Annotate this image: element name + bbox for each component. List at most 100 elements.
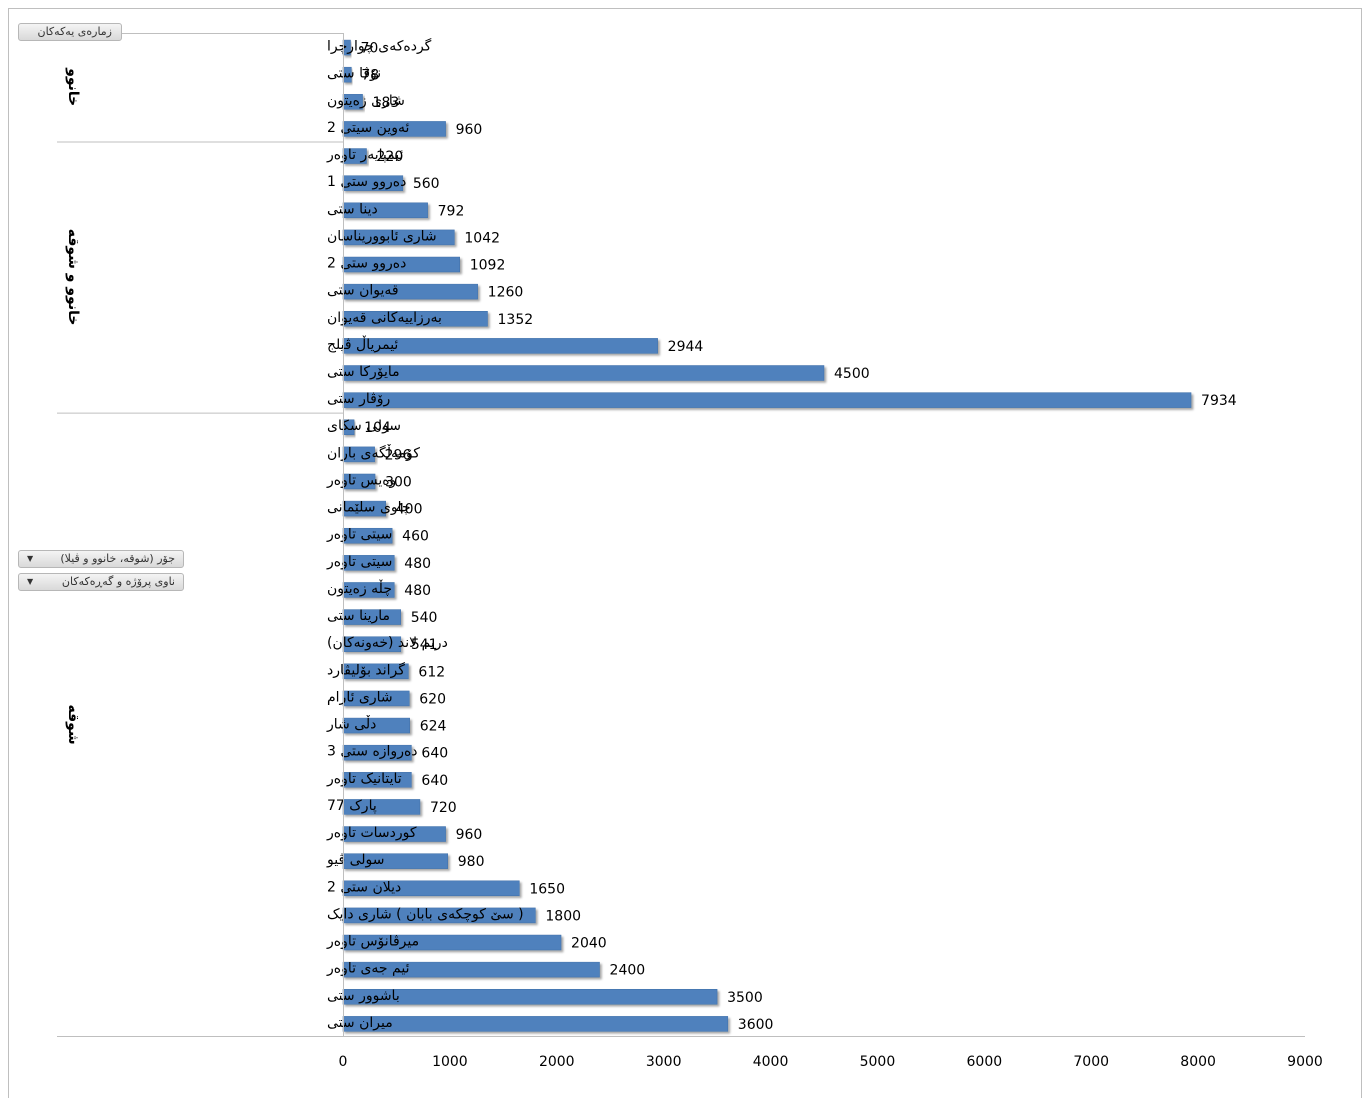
category-label: گردەکەی چوارچرا	[327, 38, 432, 55]
category-label: وەیس تاوەر	[326, 472, 396, 488]
data-label: 1042	[464, 230, 500, 246]
data-label: 1800	[545, 908, 581, 924]
bar	[342, 1016, 729, 1032]
data-label: 2400	[610, 963, 646, 979]
category-label: ئیم جەی تاوەر	[326, 961, 410, 977]
data-label: 220	[377, 149, 404, 165]
category-label: مایۆرکا ستی	[327, 364, 400, 380]
category-label: میران ستی	[327, 1015, 393, 1031]
data-label: 624	[420, 719, 447, 735]
category-label: دەروو ستی 1	[327, 174, 406, 190]
category-label: تایتانیک تاوەر	[326, 771, 402, 787]
data-label: 3600	[738, 1017, 774, 1033]
x-tick-label: 4000	[753, 1054, 789, 1070]
caret-down-icon: ▼	[27, 577, 34, 586]
data-label: 480	[404, 556, 431, 572]
category-label: قەیوان ستی	[327, 283, 399, 299]
data-label: 296	[385, 447, 412, 463]
data-label: 541	[411, 637, 438, 653]
category-label: دڵی شار	[326, 715, 376, 733]
category-label: پارک 77	[327, 798, 377, 814]
data-label: 1650	[529, 881, 565, 897]
type-field-button[interactable]: جۆر (شوقە، خانوو و ڤیلا) ▼	[18, 550, 184, 568]
x-tick-label: 8000	[1180, 1054, 1216, 1070]
x-tick-label: 6000	[967, 1054, 1003, 1070]
values-field-button[interactable]: زمارەی یەکەکان	[18, 23, 122, 41]
x-tick-label: 3000	[646, 1054, 682, 1070]
category-label: میرڤانۆس تاوەر	[326, 934, 419, 950]
data-label: 78	[361, 68, 379, 84]
category-label: دینا ستی	[327, 201, 378, 217]
category-label: سولی ڤیو	[326, 852, 385, 868]
group-label: خانوو و شوقە	[65, 229, 81, 326]
data-label: 4500	[834, 366, 870, 382]
x-tick-label: 2000	[539, 1054, 575, 1070]
category-label: شاری ئارام	[327, 689, 393, 705]
group-label: شوقە	[65, 704, 81, 744]
x-tick-label: 1000	[432, 1054, 468, 1070]
category-label: سیتی تاوەر	[326, 527, 392, 543]
category-label: دەروازە ستی 3	[327, 744, 418, 760]
category-label: مارینا ستی	[327, 608, 390, 624]
category-label: کوردسات تاوەر	[326, 825, 417, 841]
data-label: 7934	[1201, 393, 1237, 409]
category-label: ئەوین سیتی 2	[327, 120, 409, 136]
category-label: شاری زەیتون	[327, 93, 405, 109]
data-label: 612	[418, 664, 445, 680]
project-name-field-button[interactable]: ناوی پرۆژە و گەڕەکەکان ▼	[18, 573, 184, 591]
category-label: ئیمریاڵ ڤیلج	[327, 335, 398, 353]
data-label: 560	[413, 176, 440, 192]
group-label: خانوو	[65, 67, 81, 106]
data-label: 720	[430, 800, 457, 816]
category-label: بەرزاییەکانی قەیوان	[327, 310, 442, 326]
category-label: رۆڤار ستی	[327, 391, 390, 407]
category-label: دریم لاند (خەونەکان)	[327, 635, 448, 651]
data-label: 2040	[571, 936, 607, 952]
category-label: چاوی سلێمانی	[327, 500, 411, 516]
bar	[342, 392, 1192, 408]
category-label: شاری ئابووریناسان	[327, 228, 437, 244]
data-label: 640	[421, 773, 448, 789]
category-label: سولی سکای	[327, 418, 401, 434]
data-label: 1260	[488, 285, 524, 301]
category-label: ئیمپایەر تاوەر	[326, 147, 403, 163]
category-label: چڵە زەیتون	[327, 579, 392, 597]
data-label: 183	[373, 95, 400, 111]
data-label: 1092	[470, 258, 506, 274]
values-field-label: زمارەی یەکەکان	[37, 25, 113, 38]
category-label: دیلان ستی 2	[327, 879, 401, 895]
data-label: 480	[404, 583, 431, 599]
data-label: 400	[396, 502, 423, 518]
data-label: 460	[402, 529, 429, 545]
data-label: 960	[456, 827, 483, 843]
data-label: 960	[456, 122, 483, 138]
category-label: کۆمەڵگەی باران	[327, 443, 420, 461]
category-label: باشوور ستی	[327, 988, 400, 1004]
category-label: نۆڤا ستی	[327, 66, 381, 82]
data-label: 300	[385, 474, 412, 490]
data-label: 640	[421, 746, 448, 762]
caret-down-icon: ▼	[27, 554, 34, 563]
data-label: 792	[438, 203, 465, 219]
category-label: سیتی تاوەر	[326, 554, 392, 570]
data-label: 70	[360, 41, 378, 57]
category-label: دەروو ستی 2	[327, 256, 406, 272]
data-label: 540	[411, 610, 438, 626]
project-name-field-label: ناوی پرۆژە و گەڕەکەکان	[61, 575, 175, 588]
x-tick-label: 5000	[860, 1054, 896, 1070]
x-tick-label: 9000	[1287, 1054, 1323, 1070]
data-label: 1352	[498, 312, 534, 328]
x-tick-label: 0	[339, 1054, 348, 1070]
bar	[342, 365, 825, 381]
type-field-label: جۆر (شوقە، خانوو و ڤیلا)	[60, 552, 175, 565]
data-label: 3500	[727, 990, 763, 1006]
chart-frame	[8, 8, 1362, 1098]
data-label: 2944	[668, 339, 704, 355]
category-label: ( سێ کوچکەی بابان ) شاری دایک	[327, 906, 524, 922]
category-label: گراند بۆلیڤارد	[327, 661, 405, 678]
data-label: 104	[364, 420, 391, 436]
x-tick-label: 7000	[1073, 1054, 1109, 1070]
data-label: 620	[419, 691, 446, 707]
data-label: 980	[458, 854, 485, 870]
